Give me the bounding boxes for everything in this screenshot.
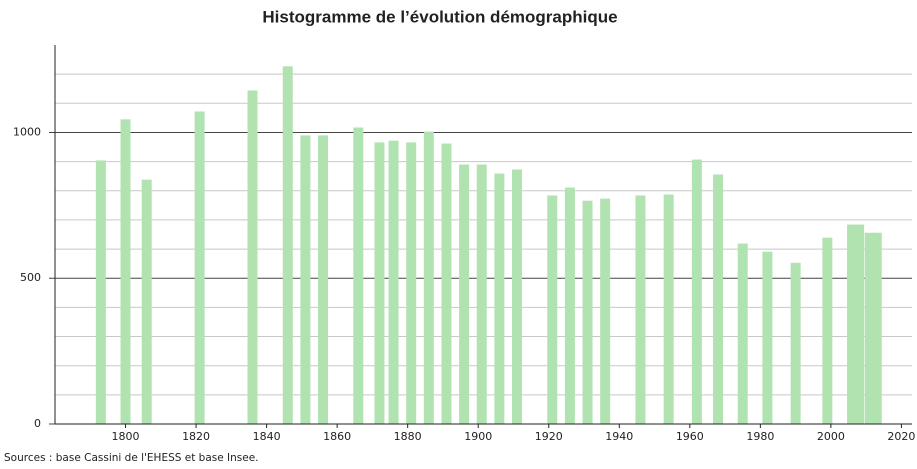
y-tick-label: 1000 [13,125,41,138]
bar [120,119,131,424]
bar [871,232,882,424]
bar [95,160,106,425]
x-tick-label: 2000 [817,430,845,443]
x-tick-label: 1880 [394,430,422,443]
bar [194,111,205,425]
bar [300,135,311,424]
source-note: Sources : base Cassini de l'EHESS et bas… [4,452,259,464]
bar [388,140,399,424]
bar [247,90,258,424]
bar [423,131,434,425]
x-tick-label: 1860 [323,430,351,443]
y-tick-label: 500 [20,271,41,284]
bar [582,200,593,424]
bar [713,174,724,424]
bar [854,224,865,424]
x-tick-label: 1900 [464,430,492,443]
x-tick-label: 1920 [535,430,563,443]
bar [762,251,773,424]
bar [737,243,748,424]
bar [441,143,452,425]
bar [374,142,385,424]
bar [141,179,152,424]
x-tick-label: 1940 [605,430,633,443]
bar [282,66,293,424]
bar [864,232,875,424]
bar [512,169,523,424]
bar [635,195,646,424]
bar [564,187,575,424]
bar [822,237,833,424]
y-tick-label: 0 [34,417,41,430]
bar [600,198,611,424]
bar [847,224,858,424]
x-tick-label: 2020 [887,430,915,443]
bar [318,135,329,424]
bar [494,173,505,424]
x-tick-label: 1960 [676,430,704,443]
bar [406,142,417,424]
x-tick-label: 1800 [112,430,140,443]
bar [790,262,801,424]
x-tick-label: 1840 [253,430,281,443]
bar [476,164,487,424]
x-tick-label: 1980 [746,430,774,443]
bar [663,194,674,424]
bar [547,195,558,424]
bar [353,127,364,425]
chart-title: Histogramme de l’évolution démographique [262,7,617,26]
x-tick-label: 1820 [182,430,210,443]
bar [459,164,470,424]
bar [691,159,702,424]
